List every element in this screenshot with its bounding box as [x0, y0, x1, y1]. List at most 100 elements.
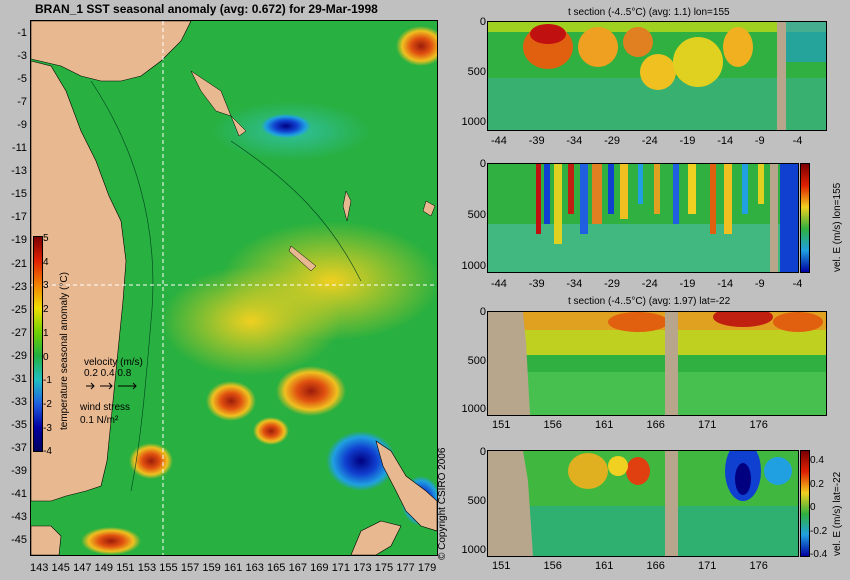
s3-y-tick-0: 0 [479, 306, 486, 318]
lat-tick-22: -45 [11, 534, 27, 547]
lat-tick-7: -15 [11, 188, 27, 201]
s4-y-tick-2: 1000 [461, 544, 486, 556]
lon-tick-12: 167 [288, 562, 307, 574]
wind-legend-label: wind stress [80, 402, 131, 413]
s4-x-tick-0: 151 [492, 560, 511, 572]
section1-title: t section (-4..5°C) (avg: 1.1) lon=155 [568, 7, 730, 18]
velocity-legend-label: velocity (m/s) [84, 357, 143, 368]
s3-x-tick-1: 156 [543, 419, 562, 431]
s1-y-tick-2: 1000 [461, 116, 486, 128]
lat-tick-16: -33 [11, 395, 27, 408]
s2-x-tick-5: -19 [679, 278, 696, 290]
lon-tick-2: 147 [73, 562, 92, 574]
s2-y-tick-0: 0 [479, 158, 486, 170]
cbar-tick-7: -2 [43, 398, 52, 410]
cbar-tick-0: 5 [43, 233, 49, 244]
s2-x-tick-4: -24 [641, 278, 658, 290]
lat-tick-4: -9 [17, 119, 27, 132]
section2-plot [487, 163, 799, 273]
lat-tick-19: -39 [11, 464, 27, 477]
lat-tick-17: -35 [11, 418, 27, 431]
s1-y-tick-0: 0 [479, 16, 486, 28]
lat-tick-1: -3 [17, 50, 27, 63]
s3-y-tick-2: 1000 [461, 403, 486, 415]
lon-tick-15: 173 [353, 562, 372, 574]
lat-tick-18: -37 [11, 441, 27, 454]
lat-tick-21: -43 [11, 511, 27, 524]
section4-colorbar [800, 450, 810, 557]
s4-cbar-tick-2: 0 [810, 502, 816, 513]
lat-tick-3: -7 [17, 96, 27, 109]
lat-tick-10: -21 [11, 257, 27, 270]
s2-y-tick-1: 500 [467, 209, 486, 221]
velocity-legend-scale: 0.2 0.4 0.8 [84, 368, 132, 379]
lon-tick-0: 143 [30, 562, 49, 574]
s4-x-tick-4: 171 [698, 560, 717, 572]
lon-tick-1: 145 [51, 562, 70, 574]
s4-cbar-tick-3: -0.2 [810, 525, 828, 537]
lat-tick-2: -5 [17, 73, 27, 86]
s1-x-tick-7: -9 [754, 135, 765, 147]
lon-tick-5: 153 [137, 562, 157, 574]
lat-tick-5: -11 [11, 142, 27, 155]
section1-plot [487, 21, 827, 131]
s2-x-tick-1: -39 [528, 278, 545, 290]
lat-tick-0: -1 [17, 27, 27, 39]
s1-x-tick-5: -19 [679, 135, 696, 147]
s2-x-tick-2: -34 [566, 278, 583, 290]
s1-x-tick-1: -39 [528, 135, 545, 147]
s1-x-tick-8: -4 [792, 135, 803, 147]
s4-x-tick-2: 161 [595, 560, 614, 572]
lon-tick-4: 151 [116, 562, 135, 574]
s4-y-tick-1: 500 [467, 495, 486, 507]
lon-tick-10: 163 [245, 562, 264, 574]
cbar-tick-4: 1 [43, 327, 49, 339]
lat-tick-20: -41 [11, 488, 27, 500]
cbar-tick-1: 4 [43, 256, 49, 268]
lat-tick-9: -19 [11, 234, 27, 247]
lon-tick-17: 177 [396, 562, 415, 574]
map-title: BRAN_1 SST seasonal anomaly (avg: 0.672)… [35, 2, 378, 16]
s4-y-tick-0: 0 [479, 446, 486, 458]
s4-x-tick-3: 166 [646, 560, 665, 572]
lon-tick-18: 179 [417, 562, 437, 574]
cbar-tick-2: 3 [43, 280, 49, 292]
lon-tick-9: 161 [223, 562, 243, 574]
s2-y-tick-2: 1000 [461, 260, 486, 272]
lat-tick-12: -25 [11, 303, 27, 316]
s2-x-tick-6: -14 [717, 278, 734, 290]
lat-tick-11: -23 [11, 280, 27, 293]
cbar-tick-8: -3 [43, 422, 52, 434]
s4-cbar-tick-1: 0.2 [810, 478, 824, 490]
cbar-tick-3: 2 [43, 304, 49, 316]
s3-y-tick-1: 500 [467, 354, 486, 367]
map-colorbar-label: temperature seasonal anomaly (°C) [59, 272, 70, 430]
lat-tick-13: -27 [11, 326, 27, 339]
velocity-legend-arrows [86, 382, 137, 390]
lat-tick-6: -13 [11, 165, 27, 178]
s3-x-tick-0: 151 [492, 419, 511, 431]
section3-plot [487, 311, 827, 416]
lon-tick-7: 157 [180, 562, 200, 574]
section4-colorbar-label: vel. E (m/s) lat=-22 [832, 471, 843, 556]
sst-map [30, 20, 438, 556]
s2-x-tick-8: -4 [792, 278, 803, 290]
s1-y-tick-1: 500 [467, 66, 486, 78]
s4-x-tick-1: 156 [543, 560, 562, 572]
cbar-tick-9: -4 [43, 446, 52, 458]
map-colorbar [33, 236, 43, 452]
lon-tick-3: 149 [94, 562, 113, 574]
lon-tick-13: 169 [310, 562, 329, 574]
lat-tick-14: -29 [11, 349, 27, 362]
lon-tick-11: 165 [267, 562, 286, 574]
s3-x-tick-5: 176 [749, 419, 768, 431]
s4-cbar-tick-0: 0.4 [810, 455, 824, 466]
s3-x-tick-3: 166 [646, 419, 665, 431]
lon-tick-16: 175 [374, 562, 394, 574]
s1-x-tick-4: -24 [641, 135, 658, 147]
s1-x-tick-2: -34 [566, 135, 583, 147]
s1-x-tick-3: -29 [604, 135, 620, 147]
lon-tick-8: 159 [202, 562, 221, 574]
s4-cbar-tick-4: -0.4 [810, 549, 828, 560]
section3-title: t section (-4..5°C) (avg: 1.97) lat=-22 [568, 296, 731, 307]
